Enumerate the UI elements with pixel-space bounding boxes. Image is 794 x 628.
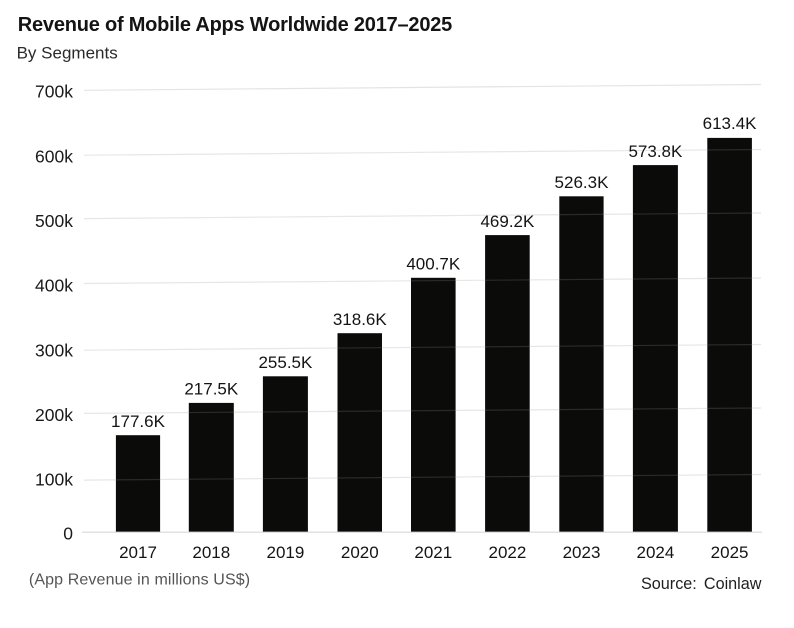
svg-text:300k: 300k (35, 340, 73, 360)
svg-text:0: 0 (63, 524, 73, 544)
svg-text:By Segments: By Segments (17, 44, 118, 63)
svg-text:500k: 500k (35, 211, 73, 231)
svg-text:318.6K: 318.6K (333, 310, 388, 329)
svg-text:Revenue of Mobile Apps Worldwi: Revenue of Mobile Apps Worldwide 2017–20… (18, 14, 452, 36)
svg-text:2025: 2025 (711, 543, 749, 562)
svg-text:2023: 2023 (563, 543, 601, 562)
svg-text:2019: 2019 (266, 543, 304, 562)
svg-text:2018: 2018 (192, 543, 230, 562)
svg-text:400k: 400k (35, 276, 73, 296)
svg-text:2020: 2020 (341, 543, 379, 562)
svg-text:526.3K: 526.3K (555, 173, 610, 192)
svg-text:600k: 600k (35, 146, 73, 166)
svg-text:573.8K: 573.8K (628, 142, 683, 161)
svg-text:2024: 2024 (636, 543, 674, 562)
svg-text:Coinlaw: Coinlaw (704, 575, 762, 593)
svg-text:2022: 2022 (488, 543, 526, 562)
svg-text:(App Revenue in millions US$): (App Revenue in millions US$) (29, 572, 250, 589)
svg-text:255.5K: 255.5K (258, 353, 313, 372)
svg-text:613.4K: 613.4K (703, 114, 758, 133)
svg-text:2021: 2021 (414, 543, 452, 562)
svg-text:Source:: Source: (641, 575, 697, 593)
svg-text:177.6K: 177.6K (111, 412, 166, 431)
svg-text:2017: 2017 (119, 543, 157, 562)
svg-text:100k: 100k (35, 470, 73, 490)
svg-text:200k: 200k (35, 405, 73, 425)
svg-text:469.2K: 469.2K (480, 212, 535, 231)
svg-text:400.7K: 400.7K (406, 255, 461, 274)
svg-text:217.5K: 217.5K (184, 380, 239, 399)
svg-text:700k: 700k (35, 82, 73, 102)
